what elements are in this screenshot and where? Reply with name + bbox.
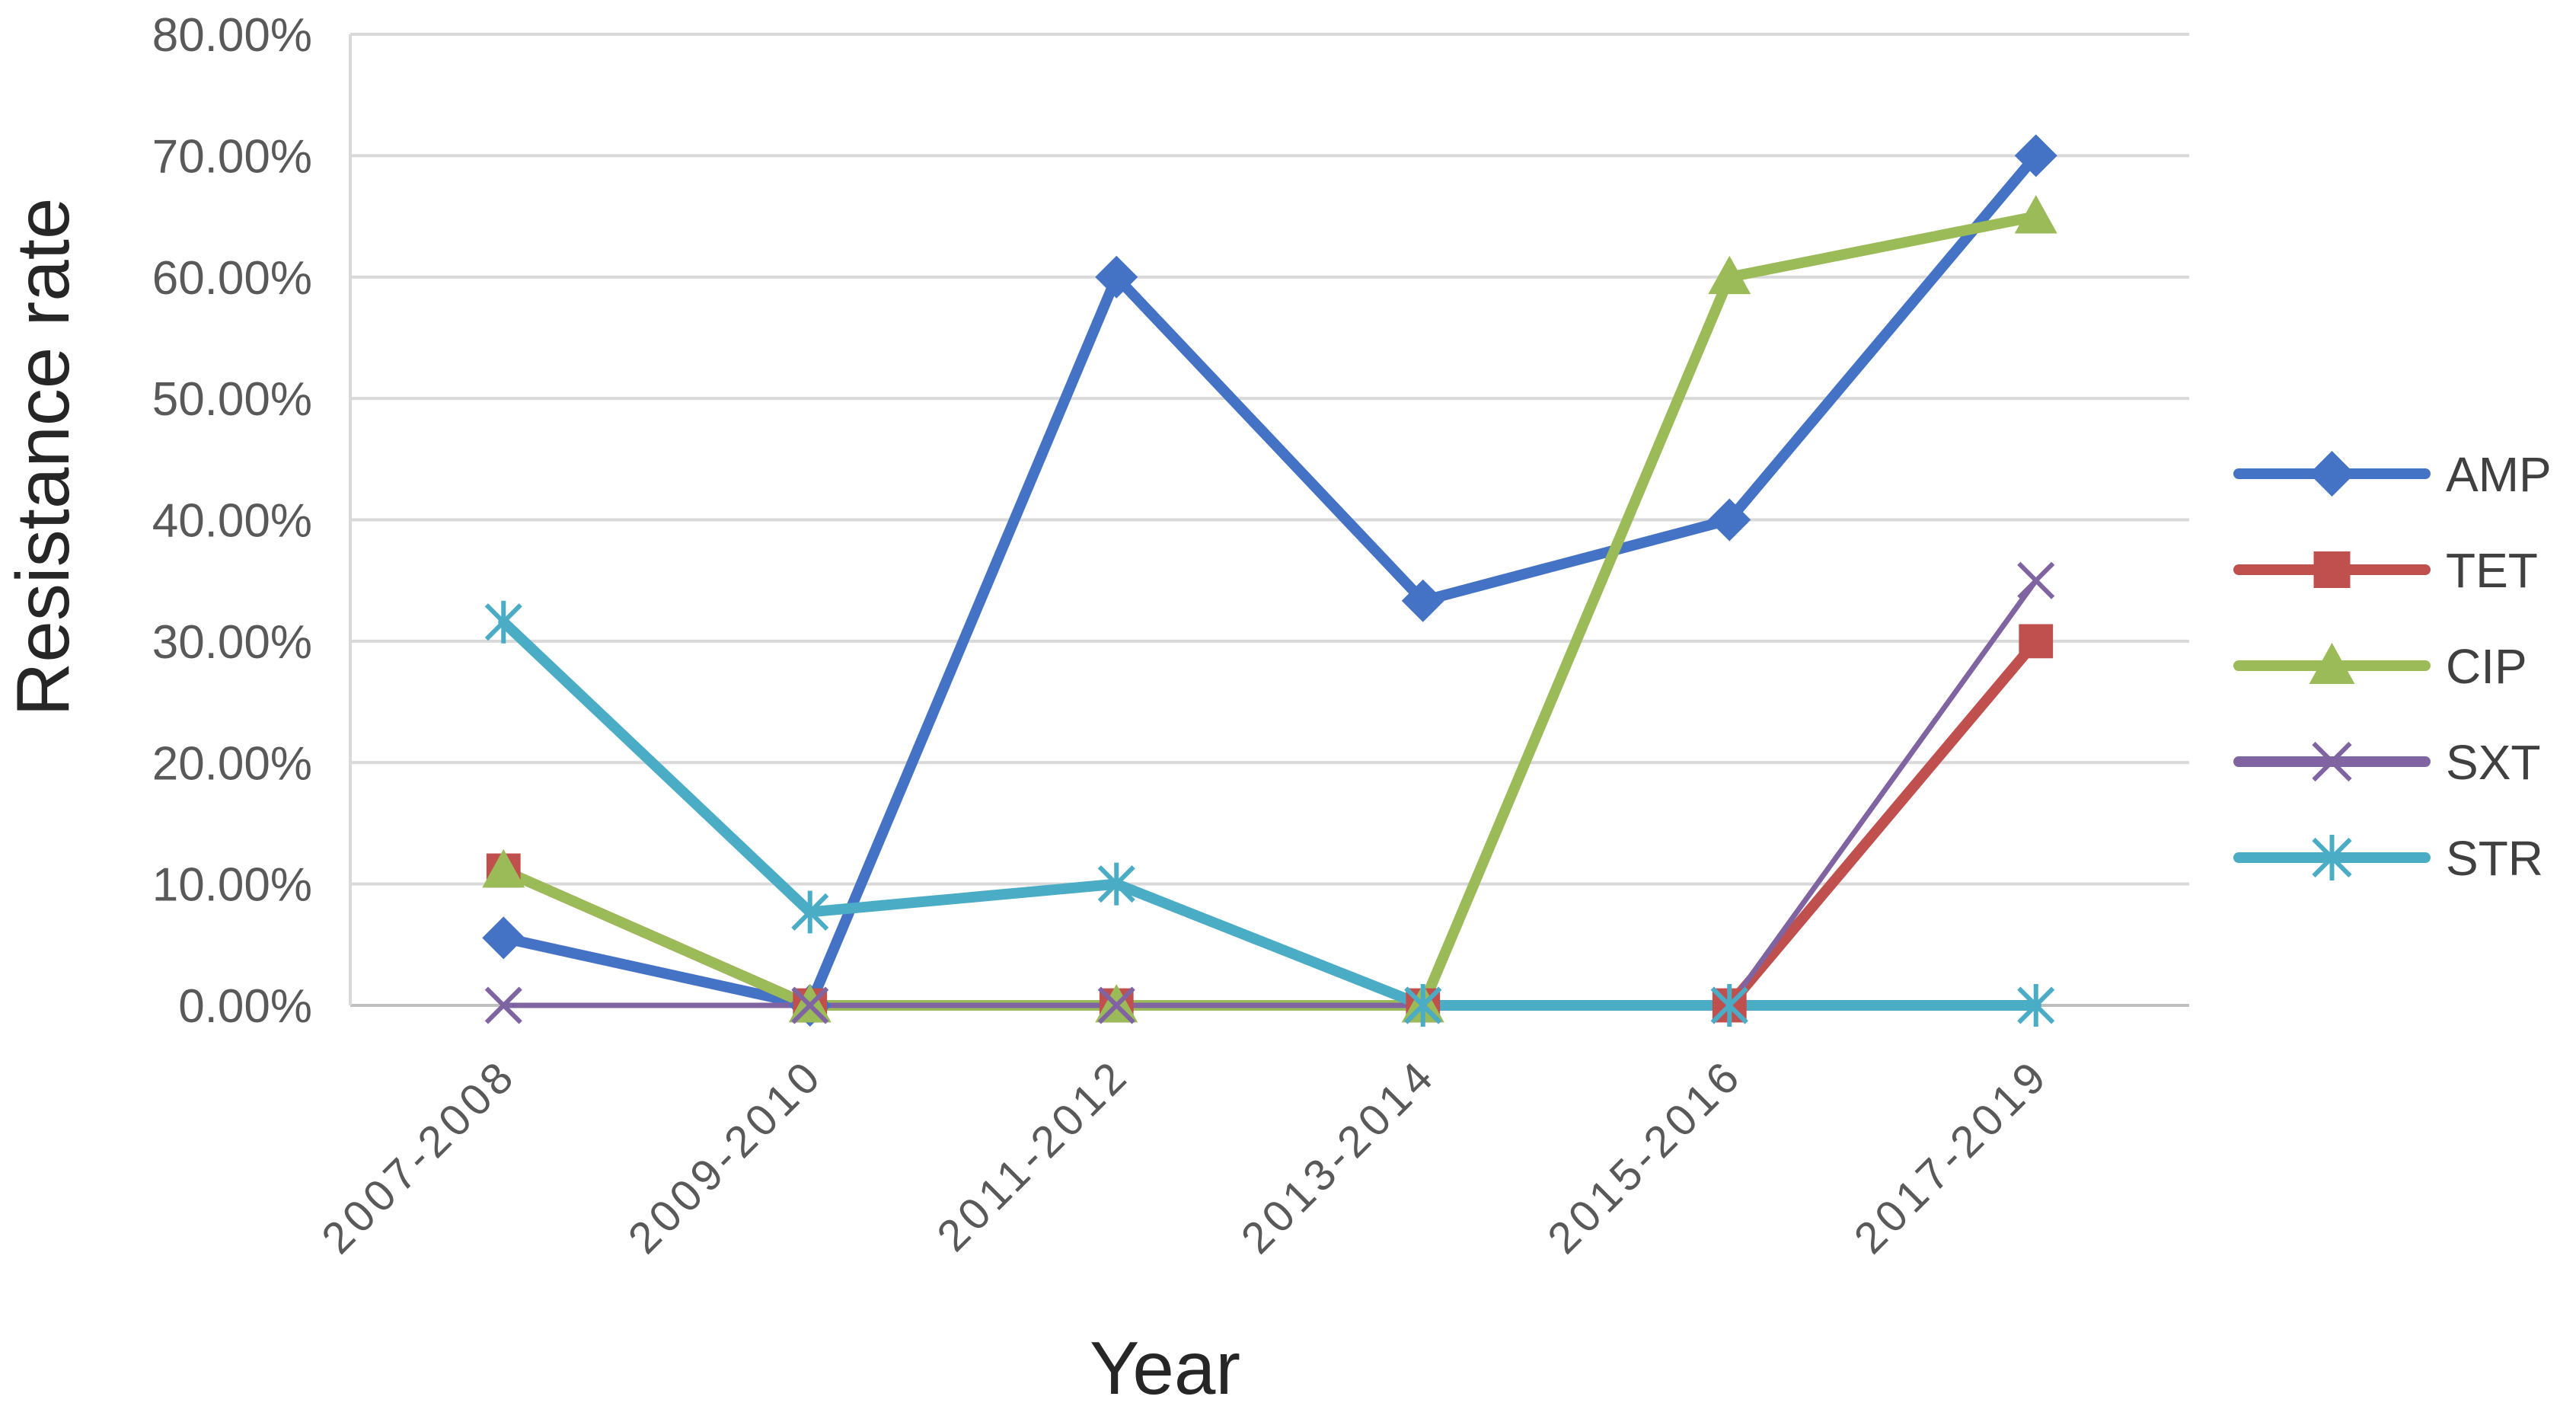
data-point-str [484,600,522,644]
data-point-sxt [484,986,522,1024]
legend-marker-sxt [2312,741,2352,782]
y-tick-label: 50.00% [152,373,312,426]
data-point-amp [2014,134,2057,177]
data-point-cip [482,848,525,888]
x-tick-label: 2013-2014 [1232,1050,1445,1263]
x-tick-label: 2007-2008 [312,1050,525,1263]
data-point-sxt [1097,986,1135,1024]
y-tick-label: 40.00% [152,495,312,548]
data-point-cip [1708,255,1751,295]
legend-label-sxt: SXT [2446,735,2540,790]
data-point-str [791,890,829,934]
y-tick-label: 20.00% [152,737,312,790]
legend-label-str: STR [2446,831,2543,886]
series-line-tet [498,635,2041,1011]
legend: AMP TET CIP SXT STR [2233,447,2552,886]
gridlines [349,33,2189,1007]
data-point-cip [2014,195,2057,234]
legend-label-cip: CIP [2446,639,2527,694]
x-tick-label: 2011-2012 [927,1050,1138,1261]
data-point-str [1710,984,1748,1027]
data-point-str [1097,862,1135,906]
series-line-amp [498,150,2041,1011]
legend-label-amp: AMP [2446,447,2552,502]
series-markers [482,134,2057,1027]
y-tick-label: 70.00% [152,130,312,183]
x-tick-label: 2015-2016 [1538,1050,1751,1263]
y-axis-ticks: 0.00% 10.00% 20.00% 30.00% 40.00% 50.00% 60.00… [152,9,312,1033]
legend-marker-amp [2309,451,2355,497]
y-tick-label: 80.00% [152,9,312,62]
series-lines [498,150,2041,1011]
data-point-str [1404,984,1442,1027]
data-point-sxt [791,986,829,1024]
data-point-amp [482,916,525,960]
x-tick-label: 2009-2010 [619,1050,832,1263]
data-point-tet [2019,624,2054,659]
series-line-sxt [500,577,2039,1008]
y-tick-label: 60.00% [152,252,312,305]
y-tick-label: 0.00% [178,980,312,1033]
y-tick-label: 10.00% [152,859,312,912]
x-tick-label: 2017-2019 [1845,1050,2058,1263]
legend-marker-tet [2313,551,2351,588]
x-axis-title: Year [1090,1326,1240,1406]
y-axis-title: Resistance rate [1,198,85,717]
legend-marker-str [2312,835,2352,880]
y-tick-label: 30.00% [152,616,312,669]
series-line-cip [498,211,2041,1011]
data-point-str [2017,984,2055,1027]
legend-marker-cip [2309,643,2355,684]
x-axis-ticks: 2007-2008 2009-2010 2011-2012 2013-2014 2015… [312,1050,2058,1263]
series-line-str [498,616,2041,1011]
legend-label-tet: TET [2446,543,2538,598]
data-point-amp [1708,498,1751,542]
data-point-amp [1095,255,1138,299]
data-point-amp [1401,579,1444,622]
data-point-sxt [2017,561,2055,599]
